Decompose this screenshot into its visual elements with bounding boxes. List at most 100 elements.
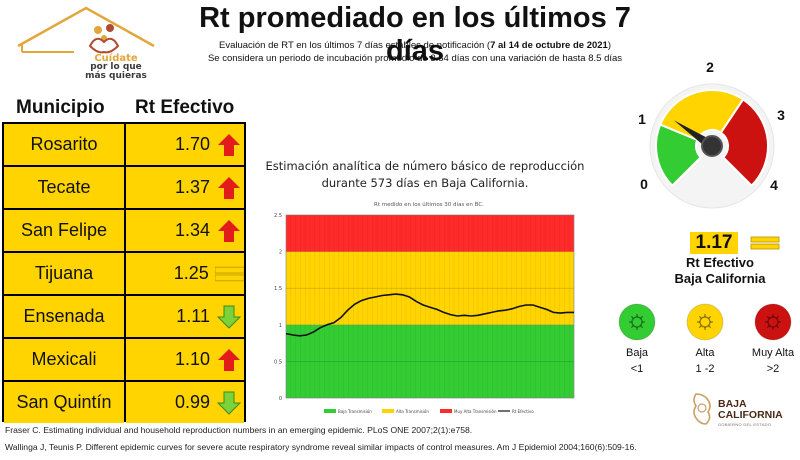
plot-frame (285, 214, 575, 399)
logo-line2: por lo que (90, 62, 142, 72)
subtitle-line1-dates: 7 al 14 de octubre de 2021 (490, 40, 608, 51)
subtitle-line1-pre: Evaluación de RT en los últimos 7 días e… (218, 40, 491, 51)
municipio-name: Tijuana (4, 253, 124, 294)
table-row: Tijuana 1.25 (4, 253, 244, 294)
page-title: Rt promediado en los últimos 7 días (199, 2, 631, 67)
table-row: Mexicali 1.10 (4, 339, 244, 380)
bc-logo-line3: GOBIERNO DEL ESTADO (718, 422, 772, 427)
table-row: San Quintín 0.99 (4, 382, 244, 423)
table-row: Tecate 1.37 (4, 167, 244, 208)
rt-value: 1.34 (174, 220, 210, 240)
rt-bc-label: Rt Efectivo Baja California (645, 255, 795, 287)
rt-value: 0.99 (174, 392, 210, 412)
rt-value: 1.25 (173, 263, 209, 283)
municipio-table: Rosarito 1.70 Tecate 1.37 San Felipe 1.34 Tiju… (2, 122, 246, 423)
house-hands-icon (17, 6, 155, 54)
y-tick-label: 0.5 (274, 359, 282, 365)
yellow-equal-icon (750, 236, 780, 250)
band-2 (286, 215, 574, 252)
rt-value: 1.11 (176, 306, 210, 326)
red-up-arrow-icon (218, 176, 240, 199)
legend-swatch (324, 409, 336, 413)
gauge-sector-red (719, 98, 769, 188)
reference-1: Fraser C. Estimating individual and hous… (5, 425, 473, 435)
legend-level-label: Baja (625, 347, 649, 359)
chart-title-line1: Estimación analítica de número básico de… (265, 159, 585, 173)
yellow-virus-icon (686, 303, 724, 341)
rt-value: 1.70 (174, 134, 210, 154)
legend-label: Alta Transmisión (396, 409, 429, 414)
yellow-equal-icon (214, 266, 244, 281)
gauge-sector-yellow (658, 89, 745, 142)
gauge-hub (701, 135, 723, 157)
table-row: Ensenada 1.11 (4, 296, 244, 337)
legend-label: Rt Efectivo (512, 409, 534, 414)
municipio-name: Rosarito (4, 124, 124, 165)
red-up-arrow-icon (218, 133, 240, 156)
rt-bc-label-line2: Baja California (674, 271, 766, 286)
green-virus-icon (618, 303, 656, 341)
legend-label: Muy Alta Transmisión (454, 409, 497, 414)
chart-title-line2: durante 573 días en Baja California. (321, 176, 529, 190)
y-tick-label: 2 (279, 250, 282, 256)
rt-value: 1.10 (174, 349, 210, 369)
rt-line-chart: Rt medido en los últimos 30 días en BC. 0… (274, 201, 575, 414)
reference-2: Wallinga J, Teunis P. Different epidemic… (5, 442, 637, 452)
y-tick-label: 1.5 (274, 286, 282, 292)
rt-bc-label-line1: Rt Efectivo (686, 255, 754, 270)
legend-level-label: Alta (695, 347, 715, 359)
rt-cell: 1.11 (126, 296, 244, 337)
rt-cell: 1.10 (126, 339, 244, 380)
legend-label: Baja Transmisión (338, 409, 372, 414)
logo-text: Cuídate por lo que más quieras (76, 54, 156, 81)
subtitle-line1-post: ) (607, 40, 612, 51)
header-rt-efectivo: Rt Efectivo (135, 97, 235, 118)
gauge-label: 4 (770, 177, 778, 193)
table-row: San Felipe 1.34 (4, 210, 244, 251)
bc-logo-line1: BAJA (718, 398, 747, 410)
rt-cell: 1.37 (126, 167, 244, 208)
red-virus-icon (754, 303, 792, 341)
legend-level-range: <1 (630, 363, 644, 375)
municipio-name: San Quintín (4, 382, 124, 423)
y-tick-label: 1 (279, 323, 282, 329)
legend-level-range: 1 -2 (695, 363, 715, 375)
cuidate-logo: Cuídate por lo que más quieras (14, 4, 164, 88)
rt-cell: 1.34 (126, 210, 244, 251)
rt-cell: 1.25 (126, 253, 244, 294)
chart-subtitle: Rt medido en los últimos 30 días en BC. (374, 201, 484, 208)
gauge-label: 1 (638, 111, 646, 127)
rt-cell: 0.99 (126, 382, 244, 423)
y-tick-label: 0 (279, 396, 282, 402)
header-municipio: Municipio (16, 97, 105, 118)
legend-level-range: >2 (766, 363, 780, 375)
subtitle-line1: Evaluación de RT en los últimos 7 días e… (175, 40, 655, 51)
rt-bc-value: 1.17 (690, 232, 738, 254)
bc-logo-line2: CALIFORNIA (718, 409, 783, 421)
band-1 (286, 251, 574, 325)
gauge-label: 3 (777, 107, 785, 123)
red-up-arrow-icon (218, 219, 240, 242)
rt-value: 1.37 (174, 177, 210, 197)
gauge-label: 0 (640, 176, 648, 192)
green-down-arrow-icon (216, 305, 242, 329)
municipio-name: Ensenada (4, 296, 124, 337)
red-up-arrow-icon (218, 348, 240, 371)
y-tick-label: 2.5 (274, 213, 282, 219)
table-row: Rosarito 1.70 (4, 124, 244, 165)
rt-gauge: 0 1 2 3 4 (638, 60, 785, 209)
logo-line1: Cuídate (94, 53, 138, 64)
series-line (285, 293, 574, 337)
legend-level-label: Muy Alta (751, 347, 795, 359)
bc-logo-text: BAJA CALIFORNIA (718, 399, 783, 421)
chart-title: Estimación analítica de número básico de… (260, 158, 590, 192)
municipio-name: San Felipe (4, 210, 124, 251)
municipio-name: Mexicali (4, 339, 124, 380)
band-0 (286, 324, 574, 398)
subtitle-line2: Se considera un periodo de incubación pr… (207, 53, 623, 64)
legend-swatch (382, 409, 394, 413)
green-down-arrow-icon (216, 391, 242, 415)
municipio-name: Tecate (4, 167, 124, 208)
gauge-sector-green (655, 123, 703, 188)
logo-line3: más quieras (85, 71, 147, 81)
